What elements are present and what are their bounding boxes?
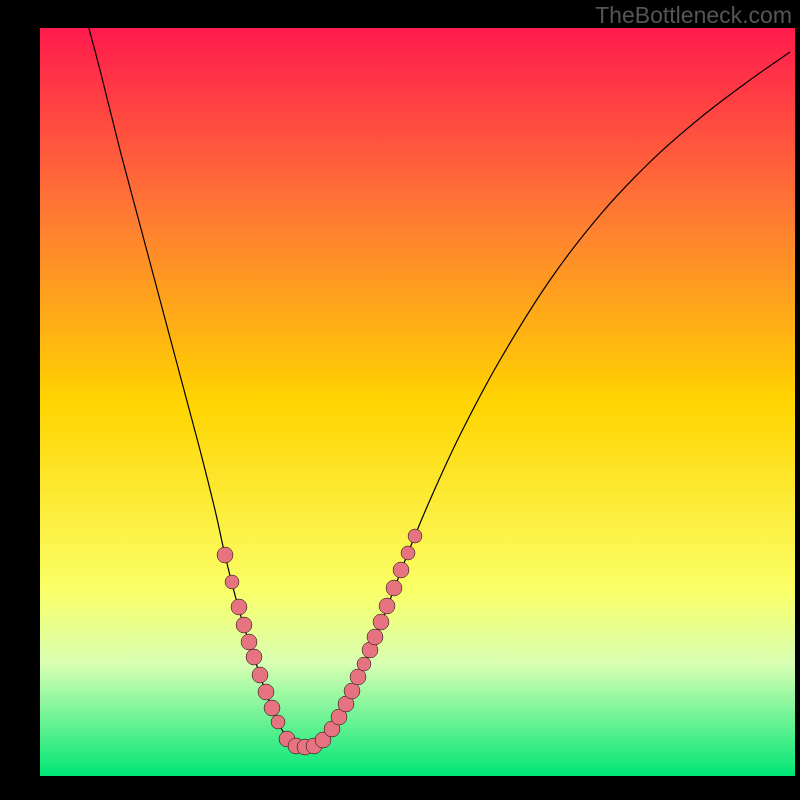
data-marker [264,700,280,716]
data-marker [258,684,274,700]
data-marker [357,657,371,671]
data-marker [225,575,239,589]
data-marker [217,547,233,563]
data-marker [386,580,402,596]
data-marker [252,667,268,683]
data-marker [271,715,285,729]
chart-svg [0,0,800,800]
data-marker [393,562,409,578]
data-marker [231,599,247,615]
data-markers [217,529,422,755]
data-marker [241,634,257,650]
data-marker [367,629,383,645]
watermark-text: TheBottleneck.com [595,2,792,29]
bottleneck-curve [80,0,790,747]
data-marker [373,614,389,630]
data-marker [401,546,415,560]
data-marker [246,649,262,665]
data-marker [344,683,360,699]
data-marker [350,669,366,685]
data-marker [236,617,252,633]
data-marker [408,529,422,543]
data-marker [379,598,395,614]
